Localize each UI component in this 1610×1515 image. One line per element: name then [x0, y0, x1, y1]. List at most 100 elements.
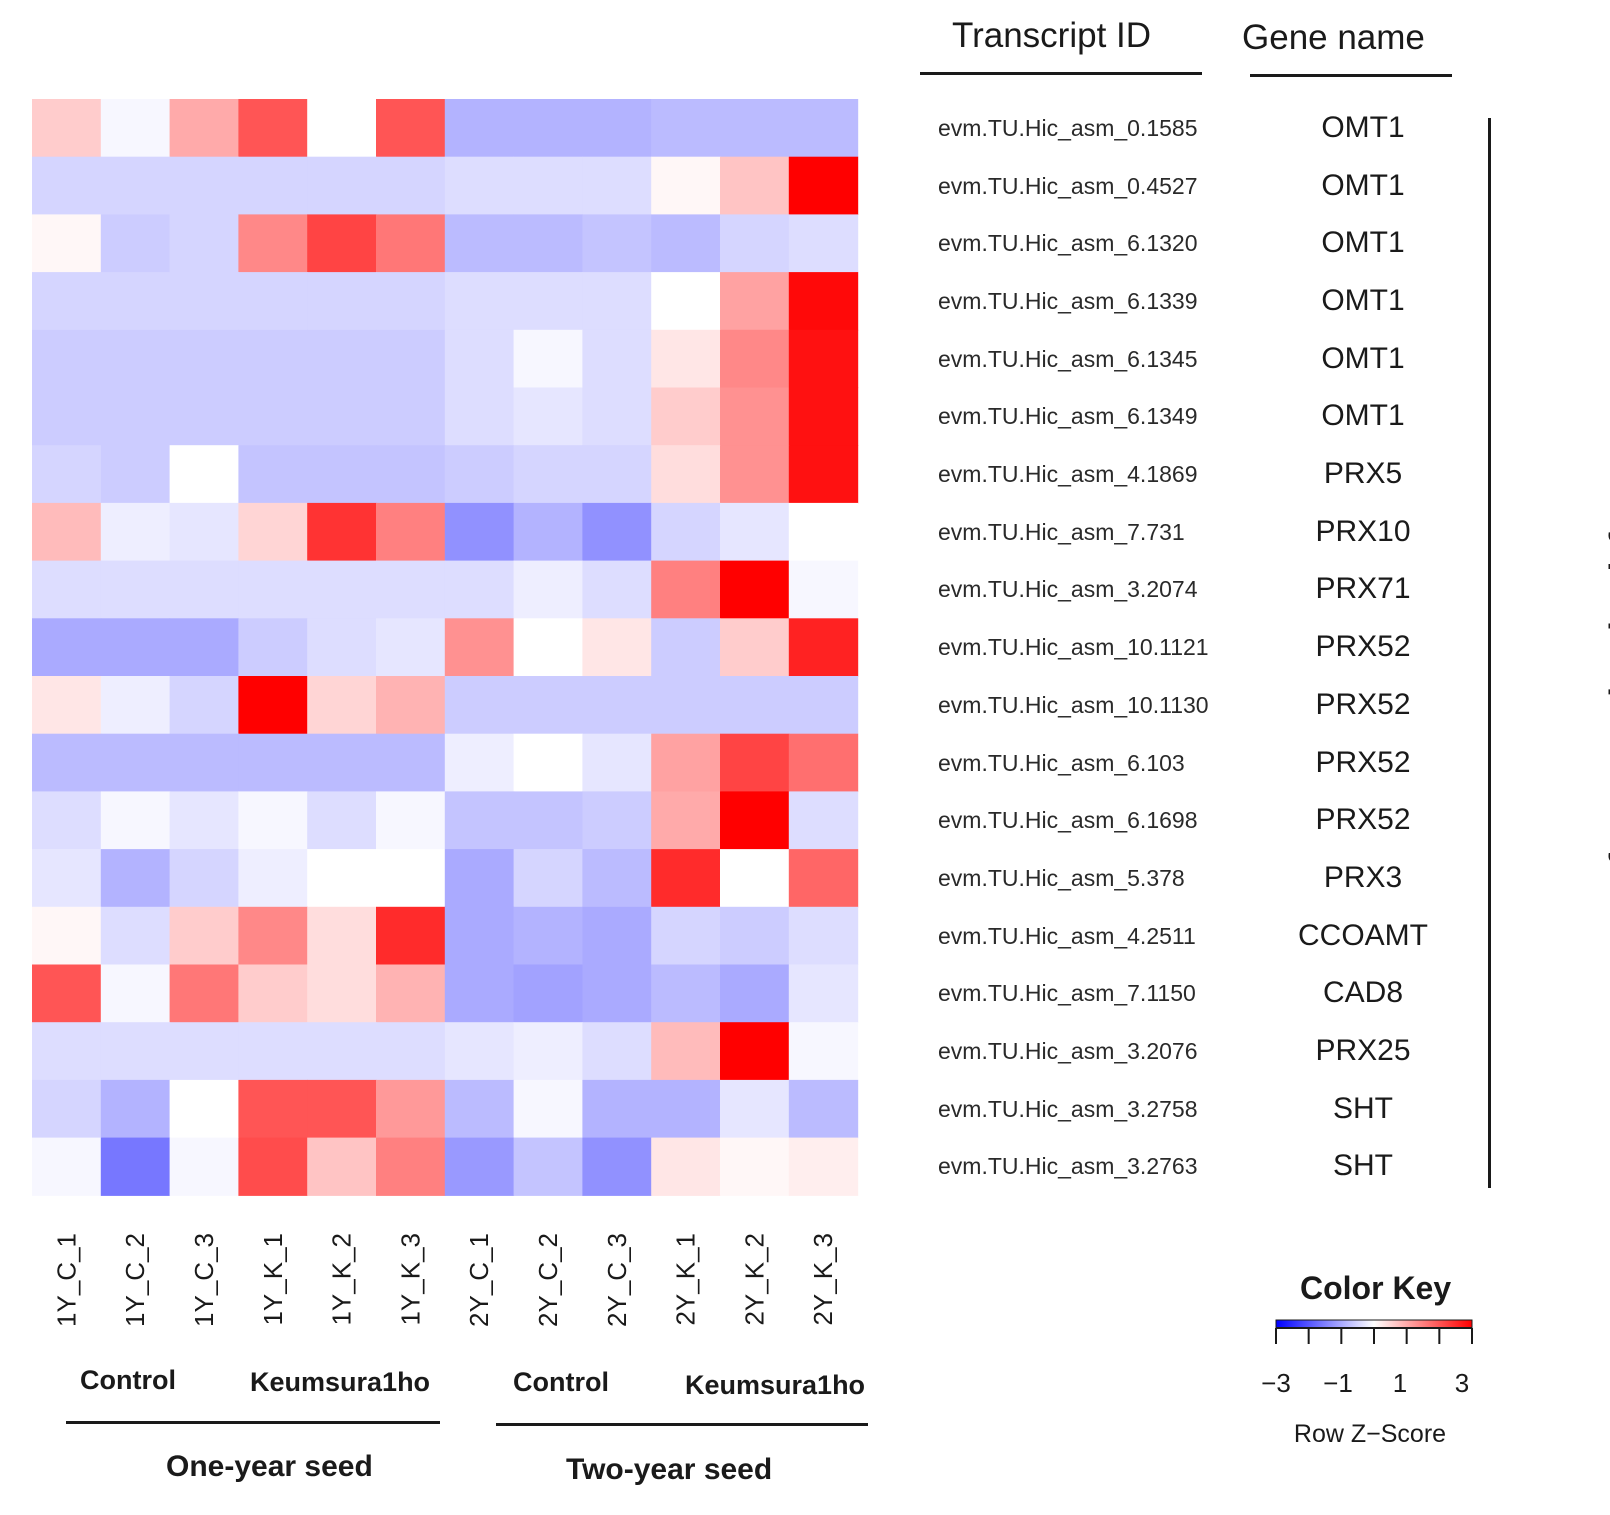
- heatmap-cell: [100, 156, 171, 215]
- heatmap-cell: [307, 618, 377, 677]
- heatmap-cell: [720, 849, 790, 908]
- heatmap-cell: [307, 502, 377, 562]
- transcript-id-underline: [920, 72, 1202, 75]
- heatmap-cell: [513, 676, 583, 735]
- heatmap-cell: [376, 964, 446, 1023]
- heatmap-cell: [788, 849, 859, 908]
- transcript-id-label: evm.TU.Hic_asm_6.1339: [938, 287, 1198, 314]
- heatmap-cell: [307, 272, 377, 331]
- transcript-id-label: evm.TU.Hic_asm_6.1320: [938, 230, 1198, 257]
- heatmap-cell: [307, 964, 377, 1023]
- heatmap-cell: [100, 445, 171, 504]
- heatmap-cell: [651, 676, 721, 735]
- heatmap-cell: [238, 329, 308, 389]
- heatmap-cell: [169, 1079, 239, 1139]
- one-year-group-line: [66, 1421, 440, 1424]
- heatmap-cell: [444, 791, 515, 850]
- heatmap-cell: [582, 791, 652, 850]
- heatmap-cell: [513, 618, 583, 677]
- heatmap-cell: [238, 1079, 308, 1139]
- heatmap-cell: [582, 156, 652, 215]
- heatmap-cell: [238, 676, 308, 735]
- heatmap-cell: [32, 445, 102, 504]
- heatmap-cell: [238, 618, 308, 677]
- color-key-tick-neg1: −1: [1323, 1368, 1353, 1398]
- heatmap-cell: [100, 618, 171, 677]
- heatmap-cell: [513, 272, 583, 331]
- heatmap-cell: [582, 99, 652, 158]
- heatmap-cell: [444, 849, 515, 908]
- gene-name-label: OMT1: [1321, 226, 1405, 260]
- heatmap-cell: [720, 445, 790, 504]
- heatmap-cell: [376, 676, 446, 735]
- heatmap-cell: [376, 329, 446, 389]
- heatmap-cell: [720, 618, 790, 677]
- heatmap-cell: [513, 445, 583, 504]
- heatmap-cell: [444, 99, 515, 158]
- heatmap-cell: [651, 560, 721, 619]
- heatmap-cell: [169, 618, 239, 677]
- heatmap-cell: [32, 676, 102, 735]
- heatmap-cell: [100, 1079, 171, 1139]
- heatmap-cell: [513, 560, 583, 619]
- heatmap-cell: [513, 906, 583, 966]
- transcript-id-label: evm.TU.Hic_asm_4.1869: [938, 461, 1198, 488]
- heatmap-cell: [651, 214, 721, 273]
- gene-name-label: PRX10: [1315, 514, 1411, 548]
- heatmap-cell: [32, 1079, 102, 1139]
- heatmap-cell: [238, 733, 308, 792]
- heatmap-cell: [307, 849, 377, 908]
- heatmap-cell: [169, 964, 239, 1023]
- heatmap-cell: [100, 676, 171, 735]
- heatmap-cell: [100, 214, 171, 273]
- heatmap-cell: [513, 156, 583, 215]
- heatmap-cell: [169, 502, 239, 562]
- heatmap-cell: [582, 1079, 652, 1139]
- heatmap-cell: [582, 214, 652, 273]
- heatmap-cell: [238, 99, 308, 158]
- heatmap-cell: [307, 733, 377, 792]
- heatmap-cell: [32, 618, 102, 677]
- heatmap-cell: [444, 1079, 515, 1139]
- heatmap-cell: [651, 156, 721, 215]
- heatmap-cell: [238, 445, 308, 504]
- heatmap-cell: [788, 445, 859, 504]
- group-label-1y-control: Control: [80, 1365, 176, 1395]
- heatmap-cell: [513, 791, 583, 850]
- gene-name-label: OMT1: [1321, 110, 1405, 144]
- heatmap-cell: [444, 445, 515, 504]
- heatmap-cell: [651, 791, 721, 850]
- heatmap-cell: [444, 1022, 515, 1081]
- heatmap-cell: [651, 502, 721, 562]
- heatmap-cell: [788, 906, 859, 966]
- color-key-axis-label: Row Z−Score: [1293, 1420, 1447, 1448]
- heatmap-cell: [788, 214, 859, 273]
- heatmap-cell: [651, 964, 721, 1023]
- heatmap-cell: [513, 964, 583, 1023]
- heatmap-cell: [169, 272, 239, 331]
- heatmap-cell: [720, 1079, 790, 1139]
- heatmap-cell: [788, 329, 859, 389]
- heatmap-cell: [100, 560, 171, 619]
- heatmap-cell: [444, 618, 515, 677]
- heatmap-cell: [100, 906, 171, 966]
- heatmap-cell: [788, 560, 859, 619]
- heatmap-cell: [788, 676, 859, 735]
- column-label: 1Y_K_1: [258, 1233, 288, 1326]
- column-label: 1Y_K_3: [395, 1233, 425, 1326]
- heatmap-cell: [100, 1022, 171, 1081]
- heatmap-cell: [376, 214, 446, 273]
- heatmap-cell: [32, 156, 102, 215]
- heatmap-cell: [651, 329, 721, 389]
- heatmap-cell: [720, 791, 790, 850]
- gene-name-label: PRX71: [1315, 572, 1411, 606]
- heatmap-cell: [32, 964, 102, 1023]
- heatmap-cell: [307, 445, 377, 504]
- heatmap-cell: [32, 560, 102, 619]
- column-label: 1Y_C_2: [120, 1233, 150, 1327]
- heatmap-cell: [582, 618, 652, 677]
- gene-name-label: PRX3: [1323, 860, 1403, 894]
- gene-name-label: CCOAMT: [1298, 918, 1428, 952]
- heatmap-cell: [32, 272, 102, 331]
- heatmap-cell: [238, 849, 308, 908]
